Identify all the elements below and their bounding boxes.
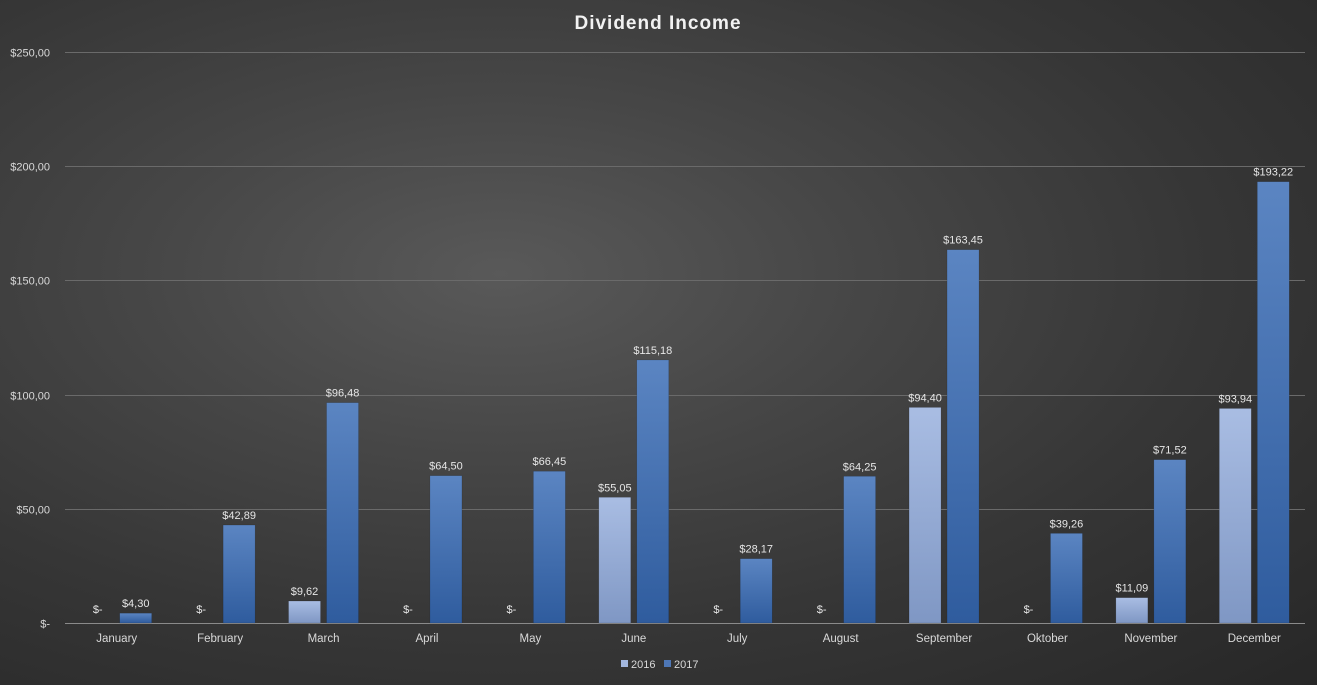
y-tick-label: $200,00 xyxy=(10,162,50,174)
bar-2016-november xyxy=(1115,597,1149,624)
data-label-2016-march: $9,62 xyxy=(291,586,319,598)
x-category-label: Oktober xyxy=(1027,633,1068,645)
bar-2017-february xyxy=(222,524,256,624)
bar-2016-december xyxy=(1219,408,1252,624)
legend-label-2016: 2016 xyxy=(631,659,655,671)
y-tick-label: $- xyxy=(40,619,50,631)
data-label-2016-december: $93,94 xyxy=(1218,393,1252,405)
x-category-label: November xyxy=(1124,633,1177,645)
data-label-2017-august: $64,25 xyxy=(843,461,877,473)
data-label-2016-april: $- xyxy=(403,604,413,616)
x-category-label: May xyxy=(520,633,542,645)
data-label-2017-june: $115,18 xyxy=(633,345,672,357)
x-category-label: August xyxy=(823,633,860,645)
x-category-label: July xyxy=(727,633,748,645)
data-labels: $- $4,30 $- $42,89 $9,62 $96,48 $- $64,50 $- $66,… xyxy=(93,167,1293,616)
data-label-2016-august: $- xyxy=(817,604,827,616)
y-tick-label: $100,00 xyxy=(10,391,50,403)
data-label-2017-oktober: $39,26 xyxy=(1050,518,1084,530)
chart-title: Dividend Income xyxy=(574,13,741,34)
x-category-label: December xyxy=(1228,633,1281,645)
bar-2017-july xyxy=(739,558,773,624)
bar-2017-march xyxy=(326,402,359,624)
bar-2017-oktober xyxy=(1050,533,1083,624)
data-label-2017-december: $193,22 xyxy=(1253,167,1293,179)
legend-label-2017: 2017 xyxy=(674,659,698,671)
x-category-label: March xyxy=(308,633,340,645)
bar-2016-march xyxy=(288,600,321,624)
y-tick-label: $250,00 xyxy=(10,48,50,60)
bar-2016-june xyxy=(598,497,632,624)
data-label-2016-november: $11,09 xyxy=(1115,583,1148,595)
data-label-2017-may: $66,45 xyxy=(533,456,567,468)
bar-2017-august xyxy=(843,476,876,624)
bar-2017-april xyxy=(429,475,463,624)
data-label-2017-april: $64,50 xyxy=(429,461,463,473)
data-label-2017-november: $71,52 xyxy=(1153,445,1187,457)
legend-swatch-2016 xyxy=(621,660,628,667)
gridlines xyxy=(65,52,1305,624)
data-label-2017-september: $163,45 xyxy=(943,235,983,247)
x-axis-categories: January February March April May June July Augu… xyxy=(96,633,1281,645)
data-label-2016-september: $94,40 xyxy=(908,392,942,404)
bar-2017-june xyxy=(636,359,670,624)
data-label-2016-july: $- xyxy=(713,604,723,616)
data-label-2016-may: $- xyxy=(506,604,516,616)
data-label-2017-march: $96,48 xyxy=(326,388,360,400)
x-category-label: January xyxy=(96,633,137,645)
x-category-label: September xyxy=(916,633,972,645)
bar-2017-december xyxy=(1257,181,1290,624)
y-tick-label: $50,00 xyxy=(16,505,50,517)
x-category-label: April xyxy=(415,633,438,645)
bar-2017-november xyxy=(1153,459,1187,624)
bar-2017-may xyxy=(533,470,566,624)
data-label-2017-july: $28,17 xyxy=(739,544,773,556)
bar-2017-september xyxy=(946,249,980,624)
x-category-label: February xyxy=(197,633,243,645)
bar-2017-january xyxy=(119,612,152,624)
data-label-2017-january: $4,30 xyxy=(122,598,150,610)
bar-2016-september xyxy=(908,407,942,624)
data-label-2017-february: $42,89 xyxy=(222,510,256,522)
data-label-2016-january: $- xyxy=(93,604,103,616)
y-tick-label: $150,00 xyxy=(10,276,50,288)
y-axis-ticks: $- $50,00 $100,00 $150,00 $200,00 $250,00 xyxy=(10,48,50,631)
data-label-2016-june: $55,05 xyxy=(598,482,632,494)
data-label-2016-oktober: $- xyxy=(1024,604,1034,616)
legend: 2016 2017 xyxy=(621,659,698,671)
bars xyxy=(119,181,1290,624)
data-label-2016-february: $- xyxy=(196,604,206,616)
legend-swatch-2017 xyxy=(664,660,671,667)
x-category-label: June xyxy=(621,633,646,645)
